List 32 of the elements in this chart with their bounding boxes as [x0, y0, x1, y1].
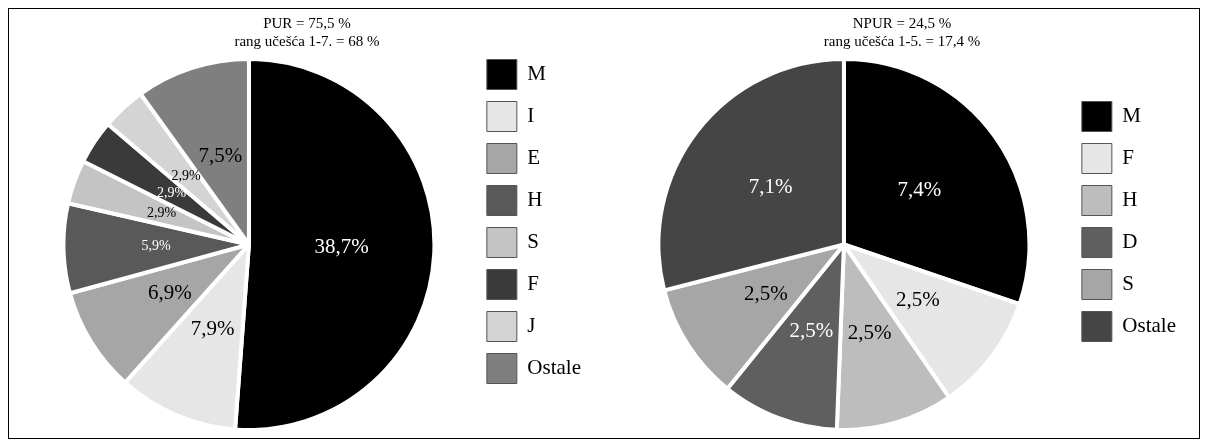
chart-subtitle: rang učešća 1-7. = 68 %	[233, 32, 380, 49]
data-label: 38,7%	[313, 234, 369, 259]
chart-title: NPUR = 24,5 %	[852, 14, 951, 31]
data-label: 2,5%	[895, 286, 940, 311]
legend-label: H	[526, 187, 543, 212]
legend-label: I	[526, 103, 534, 128]
legend-label: F	[526, 271, 539, 296]
data-label: 7,4%	[896, 176, 941, 201]
data-label: 2,5%	[847, 320, 892, 345]
data-label: 7,1%	[748, 174, 793, 199]
legend-label: E	[526, 145, 540, 170]
legend-label: M	[526, 61, 546, 86]
legend-label: D	[1121, 229, 1138, 254]
data-label: 6,9%	[147, 279, 192, 304]
legend-label: S	[1121, 271, 1134, 296]
legend-label: H	[1121, 187, 1138, 212]
data-label: 5,9%	[141, 238, 171, 254]
legend-label: Ostale	[1121, 313, 1176, 338]
legend-label: S	[526, 229, 539, 254]
legend-label: J	[526, 313, 536, 338]
data-label: 2,9%	[146, 204, 177, 220]
legend-label: F	[1121, 145, 1134, 170]
data-label: 2,9%	[171, 167, 201, 183]
data-label: 7,9%	[190, 316, 234, 341]
legend-label: Ostale	[526, 355, 581, 380]
data-label: 2,9%	[156, 184, 187, 200]
data-label: 2,5%	[743, 281, 788, 306]
data-label: 7,5%	[198, 142, 242, 167]
data-label: 2,5%	[788, 317, 833, 342]
chart-title: PUR = 75,5 %	[262, 14, 351, 31]
chart-subtitle: rang učešća 1-5. = 17,4 %	[823, 32, 980, 49]
legend-label: M	[1121, 103, 1141, 128]
